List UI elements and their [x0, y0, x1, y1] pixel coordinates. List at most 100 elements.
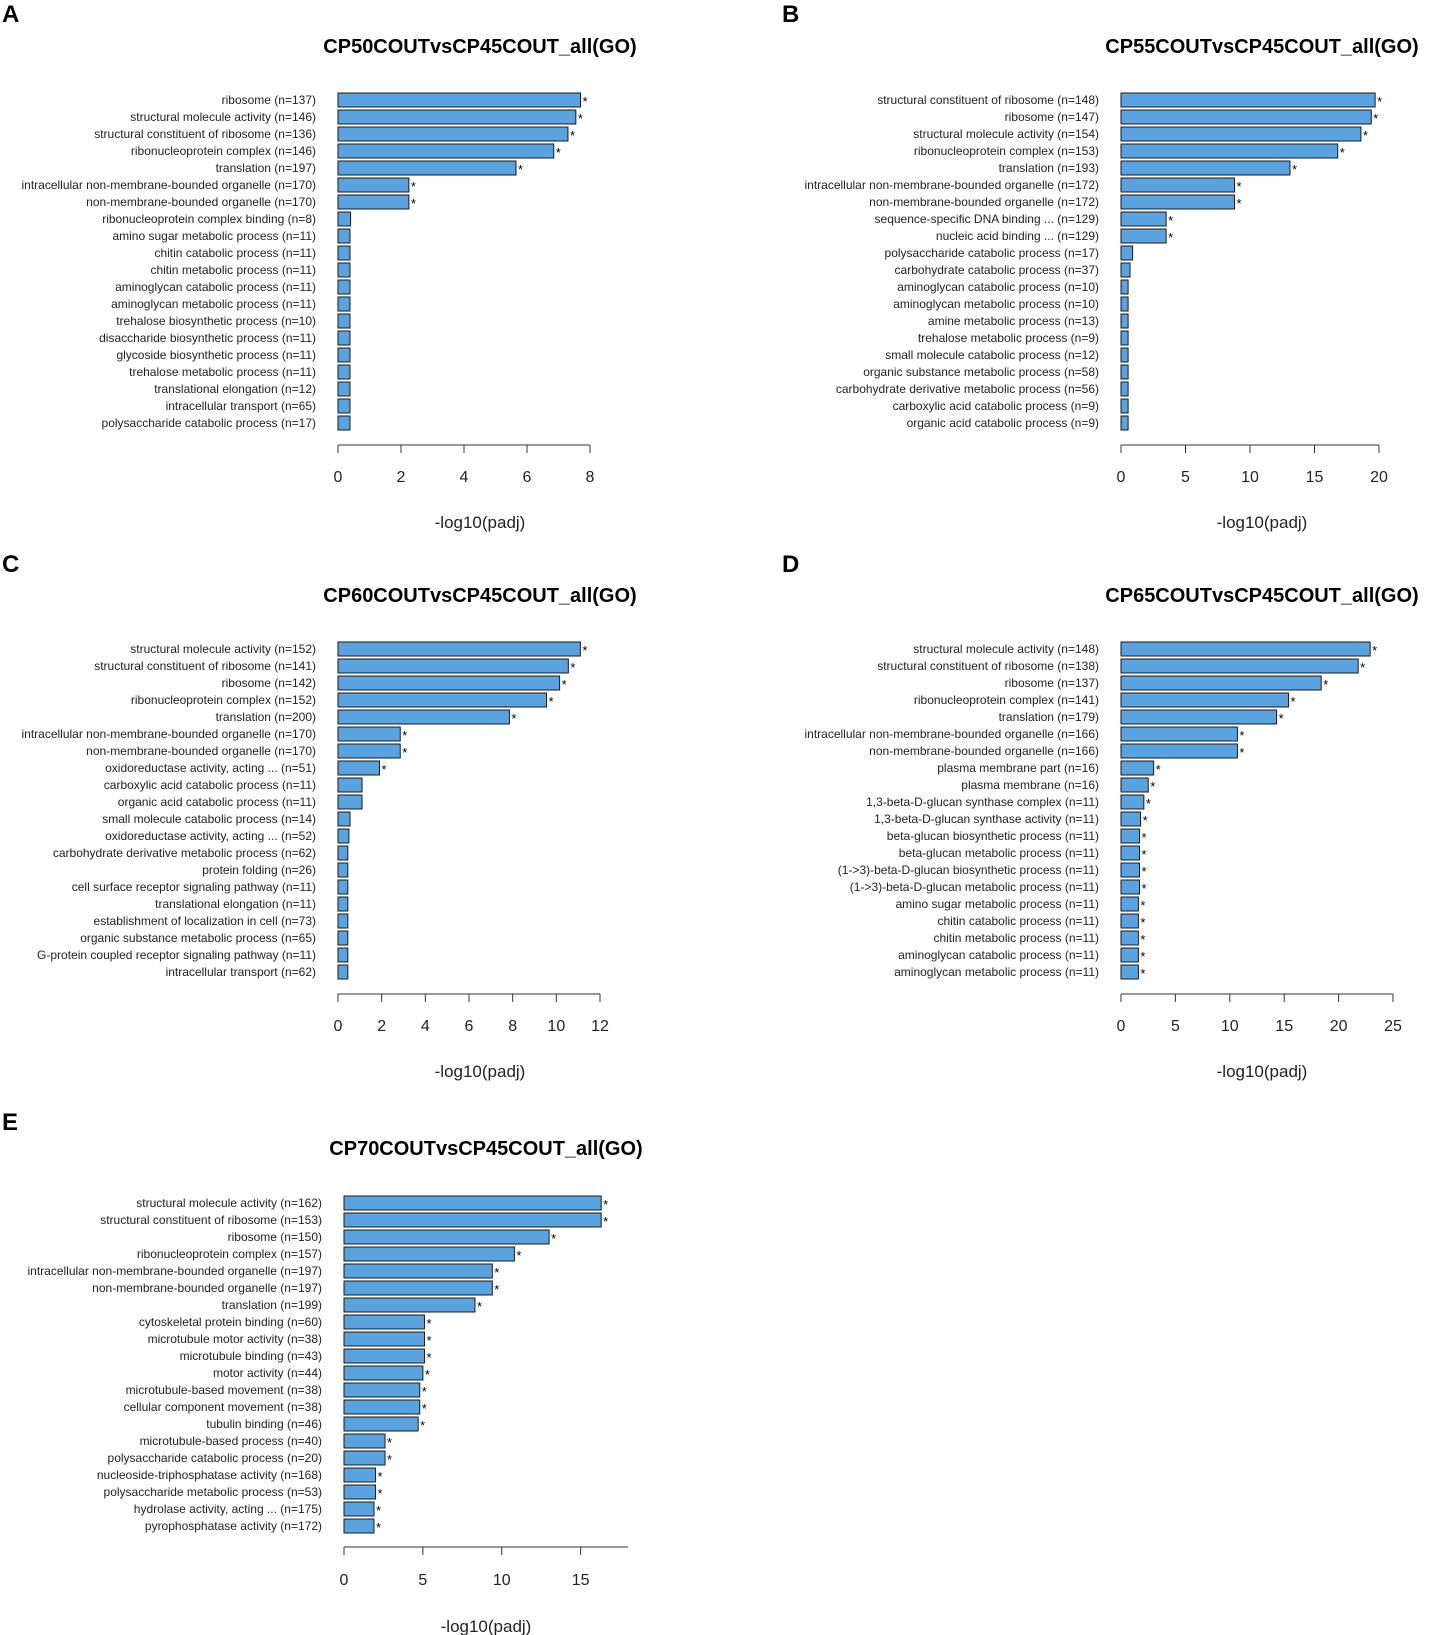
bar	[337, 398, 351, 414]
bar	[337, 143, 555, 159]
x-tick-label: 5	[1171, 1018, 1180, 1035]
category-label: carboxylic acid catabolic process (n=9)	[893, 399, 1099, 413]
category-label: beta-glucan biosynthetic process (n=11)	[887, 829, 1099, 843]
category-label: ribosome (n=150)	[228, 1230, 322, 1244]
x-tick-label: 6	[465, 1018, 474, 1035]
bar	[337, 913, 349, 929]
chart-title: CP55COUTvsCP45COUT_all(GO)	[1105, 36, 1418, 58]
category-label: translation (n=199)	[222, 1298, 322, 1312]
bars	[337, 641, 581, 980]
category-label: motor activity (n=44)	[213, 1366, 322, 1380]
x-tick-label: 15	[1275, 1018, 1293, 1035]
bar	[343, 1382, 421, 1398]
bar	[343, 1331, 425, 1347]
category-label: non-membrane-bounded organelle (n=172)	[869, 195, 1099, 209]
category-label: aminoglycan catabolic process (n=11)	[115, 280, 316, 294]
bar	[1120, 92, 1376, 108]
bar	[1120, 777, 1149, 793]
bar	[337, 364, 351, 380]
category-label: microtubule-based process (n=40)	[140, 1434, 322, 1448]
x-tick-label: 0	[334, 1018, 343, 1035]
category-label: chitin catabolic process (n=11)	[154, 246, 316, 260]
significance-star: *	[603, 1197, 608, 1212]
panel-letter: A	[2, 1, 19, 28]
x-axis-label: -log10(padj)	[435, 1062, 526, 1081]
significance-star: *	[387, 1452, 392, 1467]
x-axis-label: -log10(padj)	[1217, 1062, 1308, 1081]
category-label: microtubule-based movement (n=38)	[126, 1383, 322, 1397]
x-tick-label: 0	[334, 469, 343, 486]
category-label: translational elongation (n=12)	[154, 382, 316, 396]
bar	[337, 313, 351, 329]
significance-star: *	[426, 1333, 431, 1348]
bar	[1120, 896, 1139, 912]
category-label: cytoskeletal protein binding (n=60)	[139, 1315, 322, 1329]
bar	[337, 879, 349, 895]
category-label: pyrophosphatase activity (n=172)	[145, 1519, 322, 1533]
significance-star: *	[1340, 145, 1345, 160]
bar	[1120, 143, 1339, 159]
bar	[337, 194, 410, 210]
bar	[1120, 245, 1134, 261]
category-label: chitin metabolic process (n=11)	[150, 263, 316, 277]
bar	[343, 1365, 424, 1381]
bar	[337, 675, 561, 691]
significance-star: *	[1156, 762, 1161, 777]
bar	[1120, 828, 1140, 844]
bar	[337, 126, 569, 142]
bar	[1120, 313, 1129, 329]
significance-star: *	[477, 1299, 482, 1314]
x-tick-label: 15	[572, 1572, 590, 1589]
bar	[1120, 862, 1140, 878]
category-label: ribonucleoprotein complex (n=141)	[914, 693, 1099, 707]
category-label: ribonucleoprotein complex (n=157)	[137, 1247, 322, 1261]
significance-markers: * * * * * * * * *	[1168, 94, 1382, 245]
category-label: intracellular non-membrane-bounded organ…	[804, 727, 1099, 741]
bar	[337, 794, 363, 810]
bar	[343, 1501, 375, 1517]
bar	[337, 692, 548, 708]
significance-star: *	[1292, 162, 1297, 177]
bar	[1120, 330, 1129, 346]
bar	[337, 381, 351, 397]
category-label: cellular component movement (n=38)	[124, 1400, 322, 1414]
bar	[337, 228, 351, 244]
significance-star: *	[1279, 711, 1284, 726]
x-axis-label: -log10(padj)	[441, 1617, 532, 1635]
category-label: (1->3)-beta-D-glucan biosynthetic proces…	[838, 863, 1099, 877]
category-label: disaccharide biosynthetic process (n=11)	[99, 331, 316, 345]
bar	[1120, 279, 1129, 295]
significance-star: *	[556, 145, 561, 160]
significance-star: *	[518, 162, 523, 177]
significance-star: *	[551, 1231, 556, 1246]
significance-star: *	[494, 1282, 499, 1297]
category-label: intracellular non-membrane-bounded organ…	[21, 178, 316, 192]
chart-title: CP65COUTvsCP45COUT_all(GO)	[1105, 585, 1418, 607]
category-label: translation (n=179)	[999, 710, 1099, 724]
category-label: aminoglycan metabolic process (n=10)	[893, 297, 1099, 311]
significance-star: *	[420, 1418, 425, 1433]
category-label: protein folding (n=26)	[202, 863, 316, 877]
bar	[1120, 262, 1131, 278]
category-label: carbohydrate catabolic process (n=37)	[895, 263, 1099, 277]
significance-star: *	[411, 179, 416, 194]
category-label: 1,3-beta-D-glucan synthase complex (n=11…	[866, 795, 1099, 809]
category-label: ribonucleoprotein complex (n=153)	[914, 144, 1099, 158]
significance-star: *	[1239, 745, 1244, 760]
bars	[1120, 641, 1371, 980]
panel-b: B CP55COUTvsCP45COUT_all(GO) structural …	[782, 1, 1419, 532]
x-tick-label: 20	[1330, 1018, 1348, 1035]
significance-star: *	[1140, 966, 1145, 981]
panel-letter: D	[782, 551, 799, 578]
significance-star: *	[425, 1367, 430, 1382]
category-label: structural constituent of ribosome (n=14…	[94, 659, 316, 673]
significance-star: *	[570, 660, 575, 675]
x-tick-label: 15	[1306, 469, 1324, 486]
category-label: carbohydrate derivative metabolic proces…	[836, 382, 1099, 396]
bar	[343, 1195, 602, 1211]
x-tick-label: 2	[377, 1018, 386, 1035]
category-labels: structural molecule activity (n=152) stru…	[21, 642, 316, 979]
x-tick-label: 8	[508, 1018, 517, 1035]
category-label: oxidoreductase activity, acting ... (n=5…	[105, 829, 316, 843]
category-label: non-membrane-bounded organelle (n=170)	[86, 195, 316, 209]
